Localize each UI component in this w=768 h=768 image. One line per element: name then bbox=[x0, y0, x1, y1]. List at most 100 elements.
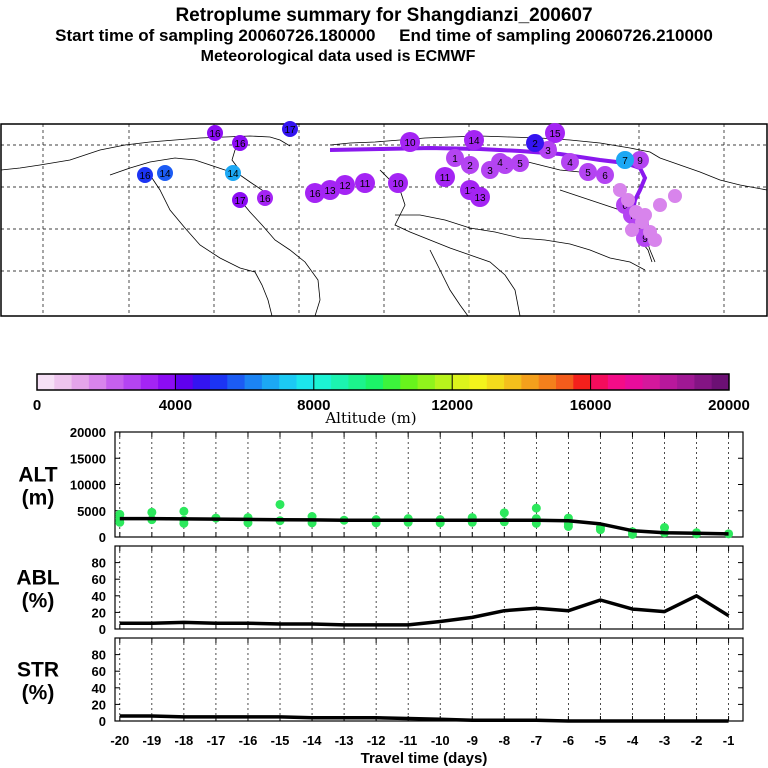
colorbar-swatch bbox=[71, 374, 90, 390]
map-cluster-label: 4 bbox=[567, 158, 573, 169]
map-cluster-marker bbox=[335, 175, 355, 195]
map-cluster-label: 5 bbox=[585, 168, 591, 179]
map-cluster-marker bbox=[257, 190, 273, 206]
y-tick-label: 10000 bbox=[70, 478, 106, 493]
x-tick-label: -14 bbox=[303, 733, 323, 748]
x-axis-title: Travel time (days) bbox=[361, 750, 488, 767]
map-cluster-label: 2 bbox=[532, 139, 538, 150]
coastline bbox=[149, 174, 273, 317]
colorbar-swatch bbox=[261, 374, 280, 390]
map-cluster-marker bbox=[157, 165, 173, 181]
map-cluster-label: 5 bbox=[517, 159, 523, 170]
map-cluster-marker bbox=[464, 130, 484, 150]
coastline bbox=[109, 157, 271, 201]
colorbar-swatch bbox=[140, 374, 159, 390]
map-cluster-label: 14 bbox=[227, 169, 239, 180]
x-tick-label: -4 bbox=[627, 733, 639, 748]
map-cluster-label: 3 bbox=[545, 146, 551, 157]
colorbar-swatch bbox=[659, 374, 678, 390]
panel-label-unit: (%) bbox=[22, 682, 55, 705]
map-cluster-label: 11 bbox=[360, 179, 371, 190]
colorbar-swatch bbox=[452, 374, 470, 390]
map-cluster-label: 9 bbox=[642, 234, 648, 245]
y-tick-label: 60 bbox=[92, 664, 106, 679]
y-tick-label: 80 bbox=[92, 556, 106, 571]
map-cluster-marker bbox=[388, 173, 408, 193]
y-tick-label: 15000 bbox=[70, 451, 106, 466]
colorbar-swatch bbox=[123, 374, 142, 390]
map-cluster-label: 17 bbox=[234, 196, 246, 207]
colorbar-tick-label: 4000 bbox=[159, 397, 192, 414]
colorbar-swatch bbox=[313, 374, 332, 390]
x-tick-label: -15 bbox=[271, 733, 290, 748]
colorbar-swatch bbox=[677, 374, 695, 390]
map-cluster-marker bbox=[481, 161, 499, 179]
str-frame bbox=[114, 637, 744, 722]
altitude-cluster-point bbox=[275, 499, 285, 509]
x-tick-label: -20 bbox=[110, 733, 129, 748]
map-cluster-marker bbox=[461, 156, 479, 174]
map-cluster-label: 7 bbox=[622, 156, 628, 167]
colorbar-tick-label: 16000 bbox=[570, 397, 612, 414]
colorbar-swatch bbox=[434, 374, 453, 390]
map-cluster-marker bbox=[653, 198, 667, 212]
colorbar-swatch bbox=[642, 374, 661, 390]
panel-label-name: STR bbox=[17, 659, 59, 682]
map-cluster-marker bbox=[625, 223, 639, 237]
y-tick-label: 0 bbox=[99, 622, 106, 637]
colorbar-swatch bbox=[383, 374, 401, 390]
y-tick-label: 5000 bbox=[77, 504, 106, 519]
colorbar-tick-label: 8000 bbox=[297, 397, 330, 414]
y-tick-label: 20000 bbox=[70, 425, 106, 440]
altitude-cluster-point bbox=[531, 503, 541, 513]
map-cluster-label: 2 bbox=[467, 161, 473, 172]
abl-series-line bbox=[119, 594, 730, 627]
colorbar-swatch bbox=[556, 374, 574, 390]
colorbar-swatch bbox=[469, 374, 488, 390]
map-cluster-label: 16 bbox=[234, 139, 246, 150]
colorbar-swatch bbox=[296, 374, 315, 390]
altitude-cluster-point bbox=[179, 518, 189, 528]
map-cluster-label: 10 bbox=[392, 179, 404, 190]
map-cluster-marker bbox=[232, 135, 248, 151]
coastline bbox=[329, 135, 661, 159]
x-tick-label: -18 bbox=[174, 733, 193, 748]
coastline bbox=[659, 157, 768, 191]
map-cluster-marker bbox=[621, 193, 635, 207]
map-cluster-label: 14 bbox=[159, 169, 171, 180]
colorbar-swatch bbox=[400, 374, 419, 390]
y-tick-label: 0 bbox=[99, 530, 106, 545]
altitude-cluster-point bbox=[499, 508, 509, 518]
colorbar-swatch bbox=[711, 374, 730, 390]
x-tick-label: -17 bbox=[207, 733, 226, 748]
colorbar-swatch bbox=[331, 374, 349, 390]
x-tick-label: -3 bbox=[659, 733, 671, 748]
map-cluster-label: 3 bbox=[487, 166, 493, 177]
y-tick-label: 80 bbox=[92, 648, 106, 663]
x-tick-label: -5 bbox=[595, 733, 607, 748]
x-tick-label: -8 bbox=[499, 733, 511, 748]
coastline bbox=[239, 199, 321, 317]
map-cluster-label: 6 bbox=[602, 171, 608, 182]
title-line-2: Start time of sampling 20060726.180000 E… bbox=[55, 26, 713, 45]
colorbar-tick-label: 20000 bbox=[708, 397, 750, 414]
altitude-cluster-point bbox=[595, 525, 605, 535]
colorbar-title: Altitude (m) bbox=[324, 409, 416, 427]
altitude-cluster-point bbox=[563, 522, 573, 531]
colorbar-swatch bbox=[244, 374, 263, 390]
map-cluster-label: 17 bbox=[284, 125, 296, 136]
panel-label-name: ABL bbox=[16, 567, 59, 590]
colorbar-tick-label: 0 bbox=[33, 397, 41, 414]
x-tick-label: -11 bbox=[399, 733, 417, 748]
title-line-1: Retroplume summary for Shangdianzi_20060… bbox=[175, 5, 592, 26]
altitude-cluster-point bbox=[179, 506, 189, 516]
colorbar-tick-label: 12000 bbox=[431, 397, 473, 414]
colorbar-swatch bbox=[192, 374, 211, 390]
map-cluster-marker bbox=[668, 189, 682, 203]
map-cluster-label: 13 bbox=[474, 193, 486, 204]
y-tick-label: 20 bbox=[92, 697, 106, 712]
coastline bbox=[429, 249, 469, 317]
map-cluster-marker bbox=[470, 187, 490, 207]
